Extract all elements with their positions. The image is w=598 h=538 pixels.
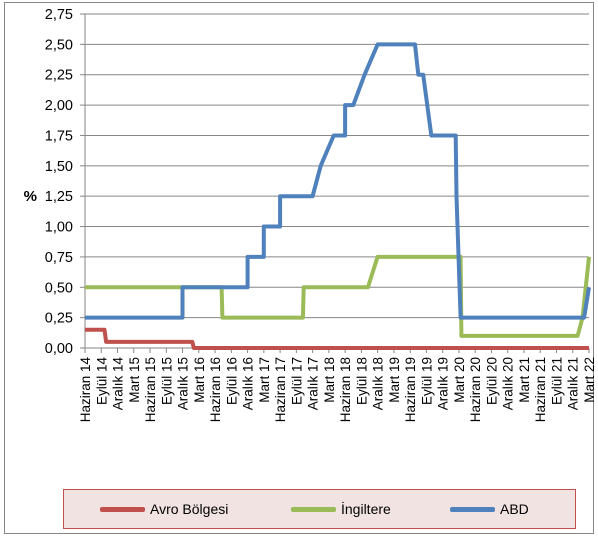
x-tick-label: Aralık 14 xyxy=(111,357,126,411)
x-tick-label: Aralık 16 xyxy=(241,357,256,410)
x-tick-label: Mart 22 xyxy=(582,357,595,403)
x-tick-label: Aralık 15 xyxy=(176,357,191,410)
x-tick-label: Haziran 15 xyxy=(143,357,158,422)
legend-label-ingiltere: İngiltere xyxy=(341,501,391,517)
x-tick-label: Aralık 21 xyxy=(566,357,581,410)
legend-label-abd: ABD xyxy=(500,501,529,517)
legend-label-avro: Avro Bölgesi xyxy=(150,501,229,517)
y-tick-label: 2,50 xyxy=(45,37,73,53)
x-tick-label: Haziran 17 xyxy=(273,357,288,422)
y-tick-labels: 0,00 0,25 0,50 0,75 1,00 1,25 1,50 1,75 2,00 2,25… xyxy=(45,7,73,357)
x-tick-label: Haziran 19 xyxy=(403,357,418,422)
x-tick-label: Eylül 17 xyxy=(289,357,304,405)
x-tick-label: Haziran 21 xyxy=(533,357,548,422)
y-tick-label: 0,25 xyxy=(45,311,73,327)
x-tick-label: Mart 21 xyxy=(517,357,532,403)
x-tick-label: Mart 19 xyxy=(387,357,402,403)
y-axis-label: % xyxy=(24,188,37,205)
y-tick-label: 1,50 xyxy=(45,159,73,175)
x-tick-label: Haziran 18 xyxy=(338,357,353,422)
y-tick-label: 2,25 xyxy=(45,68,73,84)
legend-item-ingiltere: İngiltere xyxy=(291,490,391,528)
y-tick-label: 2,00 xyxy=(45,98,73,114)
axes xyxy=(80,13,590,353)
x-tick-label: Haziran 16 xyxy=(208,357,223,422)
series-line-1 xyxy=(85,254,591,338)
legend-swatch-ingiltere xyxy=(291,506,336,512)
x-tick-label: Eylül 21 xyxy=(549,357,564,405)
chart-frame: 0,00 0,25 0,50 0,75 1,00 1,25 1,50 1,75 2,00 2,25… xyxy=(4,2,595,534)
x-tick-label: Mart 17 xyxy=(257,357,272,403)
x-tick-label: Eylül 15 xyxy=(159,357,174,405)
x-tick-label: Haziran 14 xyxy=(78,357,93,423)
series-line-2 xyxy=(85,42,591,320)
x-tick-label: Eylül 18 xyxy=(354,357,369,405)
series-lines xyxy=(85,42,591,350)
x-tick-label: Aralık 18 xyxy=(371,357,386,410)
x-tick-label: Mart 16 xyxy=(192,357,207,403)
x-tick-label: Eylül 20 xyxy=(484,357,499,405)
y-tick-label: 1,25 xyxy=(45,189,73,205)
line-chart: 0,00 0,25 0,50 0,75 1,00 1,25 1,50 1,75 2,00 2,25… xyxy=(24,7,595,423)
y-tick-label: 0,75 xyxy=(45,250,73,266)
legend: Avro Bölgesi İngiltere ABD xyxy=(63,489,576,529)
legend-swatch-abd xyxy=(450,506,495,512)
legend-item-avro: Avro Bölgesi xyxy=(100,490,228,528)
y-tick-label: 0,50 xyxy=(45,280,73,296)
x-tick-label: Aralık 19 xyxy=(436,357,451,410)
x-tick-label: Mart 20 xyxy=(452,357,467,403)
x-tick-label: Aralık 20 xyxy=(501,357,516,410)
y-tick-label: 1,75 xyxy=(45,128,73,144)
x-tick-label: Mart 18 xyxy=(322,357,337,403)
x-tick-label: Eylül 14 xyxy=(94,357,109,406)
x-tick-labels: Haziran 14 Eylül 14 Aralık 14 Mart 15 Hazira… xyxy=(78,357,595,423)
x-tick-label: Eylül 16 xyxy=(224,357,239,405)
y-tick-label: 2,75 xyxy=(45,7,73,23)
x-tick-label: Mart 15 xyxy=(127,357,142,403)
series-line-0 xyxy=(85,327,589,350)
grid-lines xyxy=(85,13,589,319)
x-tick-label: Eylül 19 xyxy=(419,357,434,405)
x-tick-label: Haziran 20 xyxy=(468,357,483,422)
legend-item-abd: ABD xyxy=(450,490,529,528)
legend-swatch-avro xyxy=(100,506,145,512)
y-tick-label: 1,00 xyxy=(45,220,73,236)
y-tick-label: 0,00 xyxy=(45,341,73,357)
x-tick-label: Aralık 17 xyxy=(306,357,321,410)
